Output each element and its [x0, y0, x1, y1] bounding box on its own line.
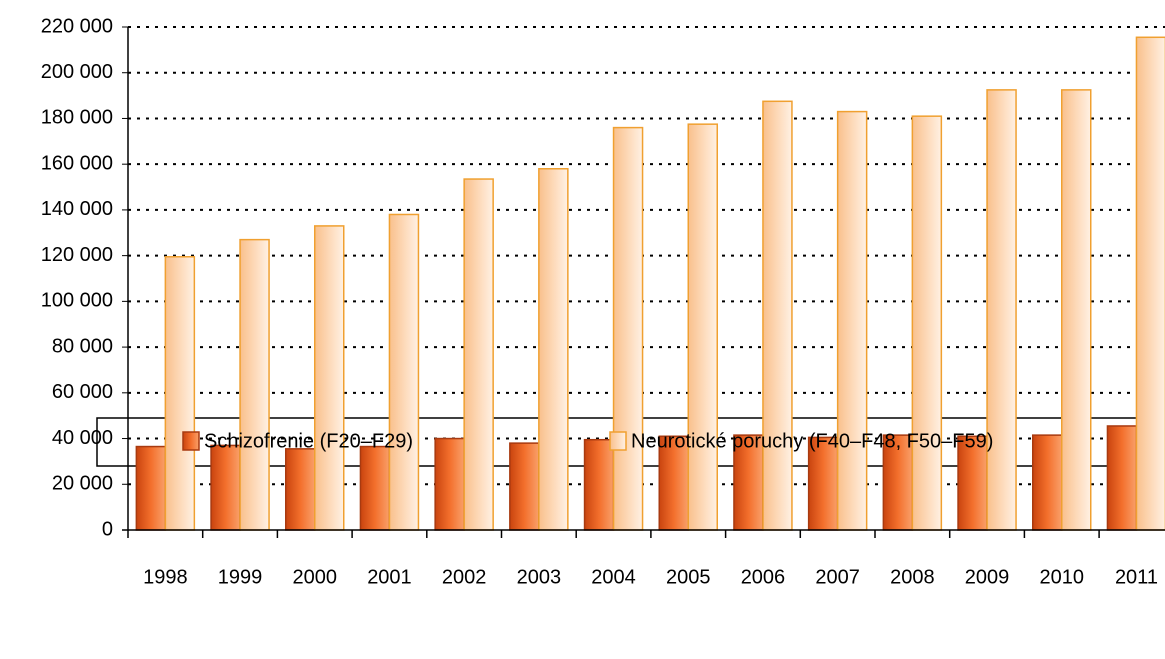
- bar: [762, 100, 793, 531]
- bar: [882, 434, 914, 531]
- x-tick-label: 2008: [890, 566, 935, 588]
- y-tick-label: 180 000: [41, 107, 113, 129]
- y-tick-label: 140 000: [41, 198, 113, 220]
- bar: [911, 115, 943, 531]
- bar: [687, 123, 718, 531]
- bar: [388, 213, 420, 531]
- bar: [836, 110, 868, 531]
- bar: [538, 168, 569, 531]
- bar: [807, 436, 839, 531]
- bar: [986, 89, 1017, 531]
- bar: [239, 238, 270, 531]
- x-tick-label: 2011: [1115, 566, 1158, 588]
- x-tick-label: 2005: [666, 566, 711, 588]
- bar: [314, 225, 345, 531]
- bar: [135, 445, 167, 531]
- y-tick-label: 0: [102, 518, 113, 540]
- x-tick-label: 2003: [517, 566, 562, 588]
- legend-label: Neurotické poruchy (F40–F48, F50–F59): [631, 430, 993, 452]
- x-tick-label: 2004: [591, 566, 636, 588]
- legend-label: Schizofrenie (F20–F29): [204, 430, 413, 452]
- y-tick-label: 160 000: [41, 152, 113, 174]
- y-tick-label: 80 000: [52, 335, 113, 357]
- bar: [1106, 425, 1138, 531]
- bar: [957, 435, 988, 531]
- bar: [463, 178, 494, 531]
- legend-swatch: [609, 431, 627, 451]
- legend-swatch: [182, 431, 200, 451]
- bar: [509, 442, 540, 531]
- bar: [612, 126, 644, 531]
- y-tick-label: 100 000: [41, 290, 113, 312]
- bar: [1061, 89, 1092, 531]
- bar: [1032, 434, 1063, 531]
- x-tick-label: 2007: [815, 566, 860, 588]
- bar: [285, 448, 316, 531]
- y-tick-label: 40 000: [52, 427, 113, 449]
- y-tick-label: 20 000: [52, 473, 113, 495]
- x-tick-label: 1999: [218, 566, 263, 588]
- x-tick-label: 2002: [442, 566, 487, 588]
- x-tick-label: 2000: [293, 566, 338, 588]
- y-tick-label: 120 000: [41, 244, 113, 266]
- bar: [210, 444, 241, 531]
- bar: [434, 437, 465, 531]
- bar: [583, 438, 615, 531]
- x-tick-label: 2010: [1040, 566, 1085, 588]
- bar: [1135, 36, 1165, 531]
- y-tick-label: 60 000: [52, 381, 113, 403]
- bar: [164, 256, 196, 531]
- x-tick-label: 2006: [741, 566, 786, 588]
- x-tick-label: 2001: [367, 566, 412, 588]
- bar: [359, 445, 391, 531]
- x-tick-label: 1998: [143, 566, 188, 588]
- x-tick-label: 2009: [965, 566, 1010, 588]
- y-tick-label: 220 000: [41, 15, 113, 37]
- y-tick-label: 200 000: [41, 61, 113, 83]
